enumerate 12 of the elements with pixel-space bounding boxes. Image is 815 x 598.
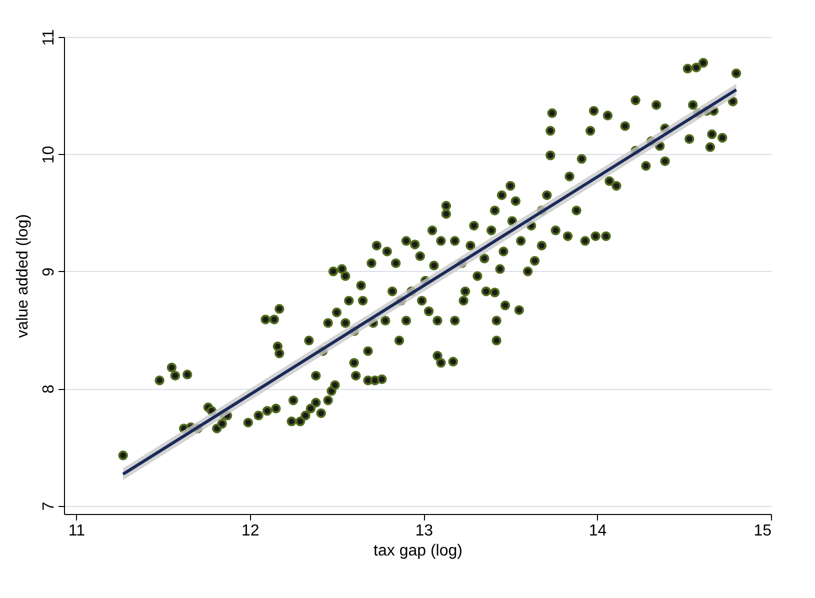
y-tick-label: 7 (40, 502, 58, 511)
x-tick-label: 13 (415, 522, 434, 540)
y-tick-label: 8 (40, 384, 58, 394)
y-tick-label: 10 (40, 146, 58, 164)
y-tick-label: 11 (40, 29, 58, 46)
x-tick-label: 15 (754, 522, 772, 540)
x-axis-title: tax gap (log) (374, 542, 462, 560)
x-tick-label: 14 (588, 522, 607, 540)
y-tick-label: 9 (40, 267, 58, 276)
x-tick-label: 11 (68, 522, 86, 540)
y-axis-title: value added (log) (14, 214, 32, 338)
x-tick-label: 12 (241, 522, 260, 540)
